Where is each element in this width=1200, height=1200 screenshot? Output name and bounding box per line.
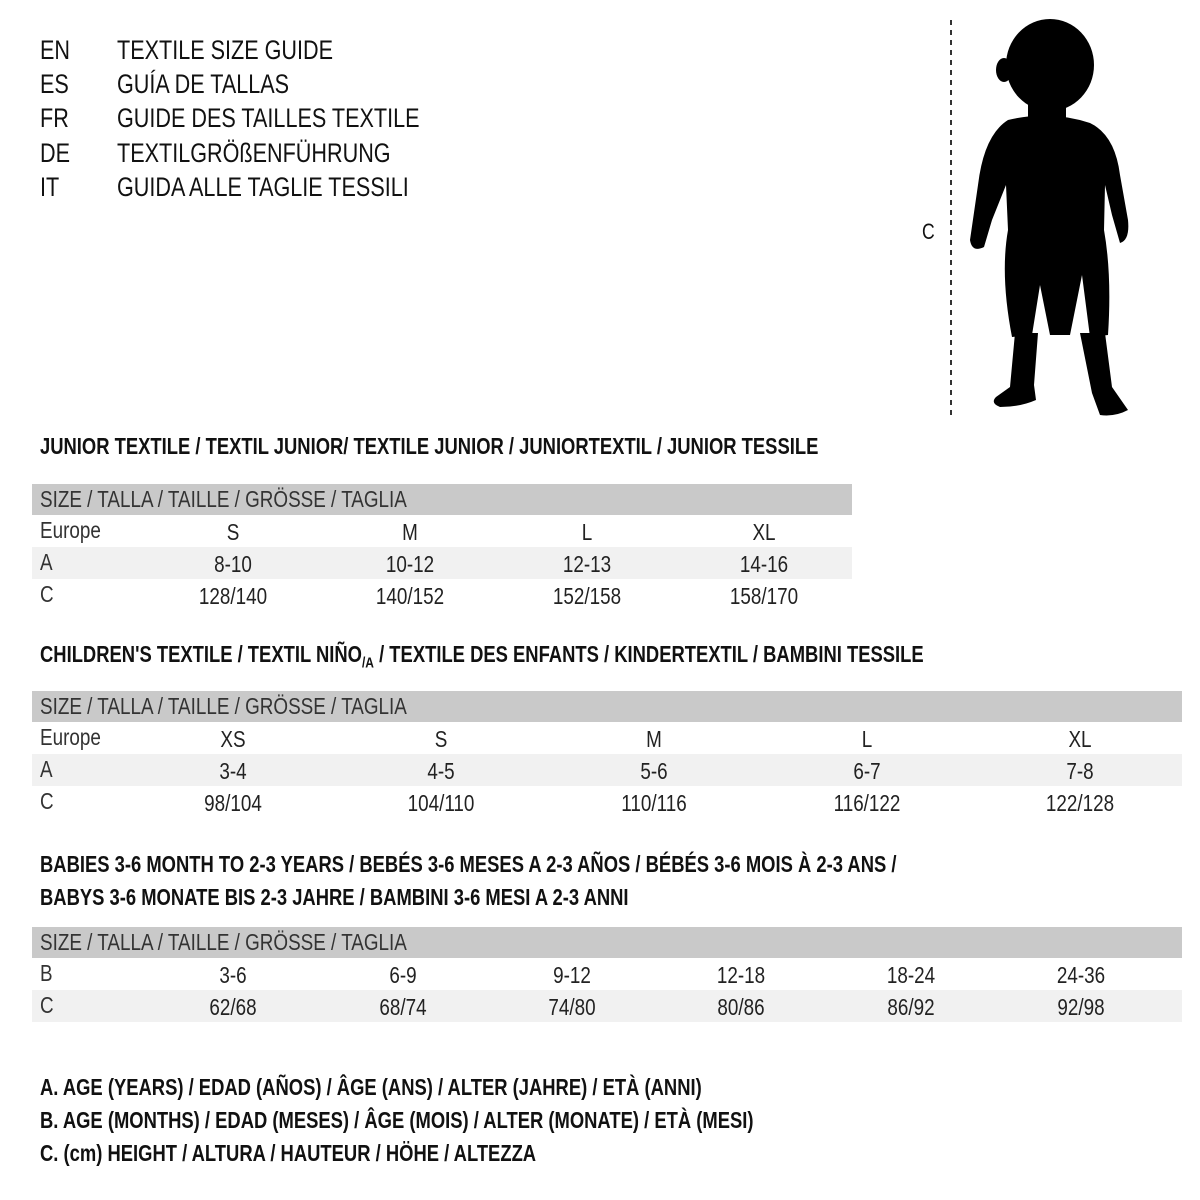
cell: M bbox=[646, 726, 662, 752]
cell: 128/140 bbox=[198, 583, 268, 609]
cell: 6-9 bbox=[389, 962, 417, 988]
title-text: TEXTILGRÖßENFÜHRUNG bbox=[117, 138, 391, 168]
lang-code: IT bbox=[40, 172, 60, 202]
junior-size-table: SIZE / TALLA / TAILLE / GRÖSSE / TAGLIA … bbox=[32, 484, 852, 611]
cell: 5-6 bbox=[640, 758, 668, 784]
junior-heading: JUNIOR TEXTILE / TEXTIL JUNIOR/ TEXTILE … bbox=[40, 433, 819, 459]
cell: M bbox=[402, 519, 418, 545]
cell: 92/98 bbox=[1057, 994, 1105, 1020]
cell: XL bbox=[752, 519, 776, 545]
cell: 98/104 bbox=[204, 790, 262, 816]
header-label: SIZE / TALLA / TAILLE / GRÖSSE / TAGLIA bbox=[40, 929, 407, 955]
cell: S bbox=[226, 519, 240, 545]
row-label: B bbox=[40, 960, 53, 986]
row-label: C bbox=[40, 788, 54, 814]
cell: 12-13 bbox=[562, 551, 612, 577]
cell: 8-10 bbox=[214, 551, 252, 577]
cell: 62/68 bbox=[209, 994, 257, 1020]
cell: 140/152 bbox=[375, 583, 445, 609]
children-size-table: SIZE / TALLA / TAILLE / GRÖSSE / TAGLIA … bbox=[32, 691, 1182, 818]
table-row: Europe XS S M L XL bbox=[32, 722, 1182, 754]
cell: 6-7 bbox=[853, 758, 881, 784]
children-heading: CHILDREN'S TEXTILE / TEXTIL NIÑO/A / TEX… bbox=[40, 641, 924, 672]
lang-code: ES bbox=[40, 69, 69, 99]
row-label: A bbox=[40, 549, 53, 575]
cell: XL bbox=[1068, 726, 1092, 752]
legend-b: B. AGE (MONTHS) / EDAD (MESES) / ÂGE (MO… bbox=[40, 1107, 754, 1133]
babies-size-table: SIZE / TALLA / TAILLE / GRÖSSE / TAGLIA … bbox=[32, 927, 1182, 1022]
cell: 14-16 bbox=[739, 551, 789, 577]
babies-heading-line2: BABYS 3-6 MONATE BIS 2-3 JAHRE / BAMBINI… bbox=[40, 884, 629, 910]
title-text: GUIDA ALLE TAGLIE TESSILI bbox=[117, 172, 409, 202]
legend-a: A. AGE (YEARS) / EDAD (AÑOS) / ÂGE (ANS)… bbox=[40, 1074, 702, 1100]
table-row: Europe S M L XL bbox=[32, 515, 852, 547]
cell: L bbox=[861, 726, 873, 752]
row-label: C bbox=[40, 992, 54, 1018]
cell: 80/86 bbox=[717, 994, 765, 1020]
cell: 68/74 bbox=[379, 994, 427, 1020]
table-row: A 3-4 4-5 5-6 6-7 7-8 bbox=[32, 754, 1182, 786]
cell: 10-12 bbox=[385, 551, 435, 577]
row-label: C bbox=[40, 581, 54, 607]
child-figure: C bbox=[900, 15, 1160, 425]
cell: 4-5 bbox=[427, 758, 455, 784]
legend-c: C. (cm) HEIGHT / ALTURA / HAUTEUR / HÖHE… bbox=[40, 1140, 537, 1166]
header-label: SIZE / TALLA / TAILLE / GRÖSSE / TAGLIA bbox=[40, 486, 407, 512]
cell: 3-6 bbox=[219, 962, 247, 988]
table-header: SIZE / TALLA / TAILLE / GRÖSSE / TAGLIA bbox=[32, 927, 1182, 958]
height-measure-label: C bbox=[922, 219, 935, 244]
table-row: B 3-6 6-9 9-12 12-18 18-24 24-36 bbox=[32, 958, 1182, 990]
cell: 158/170 bbox=[729, 583, 799, 609]
table-row: C 128/140 140/152 152/158 158/170 bbox=[32, 579, 852, 611]
cell: 12-18 bbox=[716, 962, 766, 988]
title-text: GUÍA DE TALLAS bbox=[117, 69, 290, 99]
title-text: GUIDE DES TAILLES TEXTILE bbox=[117, 103, 420, 133]
row-label: Europe bbox=[40, 517, 101, 543]
cell: 104/110 bbox=[407, 790, 475, 816]
lang-code: EN bbox=[40, 35, 71, 65]
cell: 74/80 bbox=[548, 994, 596, 1020]
title-text: TEXTILE SIZE GUIDE bbox=[117, 35, 334, 65]
cell: 152/158 bbox=[552, 583, 622, 609]
cell: 122/128 bbox=[1045, 790, 1115, 816]
lang-code: FR bbox=[40, 103, 69, 133]
cell: 24-36 bbox=[1056, 962, 1106, 988]
row-label: A bbox=[40, 756, 53, 782]
cell: 110/116 bbox=[621, 790, 687, 816]
cell: S bbox=[434, 726, 448, 752]
babies-heading-line1: BABIES 3-6 MONTH TO 2-3 YEARS / BEBÉS 3-… bbox=[40, 851, 897, 877]
row-label: Europe bbox=[40, 724, 101, 750]
cell: L bbox=[581, 519, 593, 545]
cell: 18-24 bbox=[886, 962, 936, 988]
child-silhouette-icon bbox=[950, 19, 1129, 416]
cell: 9-12 bbox=[553, 962, 591, 988]
cell: 7-8 bbox=[1066, 758, 1094, 784]
cell: 86/92 bbox=[887, 994, 935, 1020]
lang-code: DE bbox=[40, 138, 71, 168]
table-header: SIZE / TALLA / TAILLE / GRÖSSE / TAGLIA bbox=[32, 691, 1182, 722]
cell: 3-4 bbox=[219, 758, 247, 784]
header-label: SIZE / TALLA / TAILLE / GRÖSSE / TAGLIA bbox=[40, 693, 407, 719]
cell: XS bbox=[220, 726, 246, 752]
table-header: SIZE / TALLA / TAILLE / GRÖSSE / TAGLIA bbox=[32, 484, 852, 515]
table-row: C 62/68 68/74 74/80 80/86 86/92 92/98 bbox=[32, 990, 1182, 1022]
table-row: C 98/104 104/110 110/116 116/122 122/128 bbox=[32, 786, 1182, 818]
table-row: A 8-10 10-12 12-13 14-16 bbox=[32, 547, 852, 579]
cell: 116/122 bbox=[833, 790, 901, 816]
